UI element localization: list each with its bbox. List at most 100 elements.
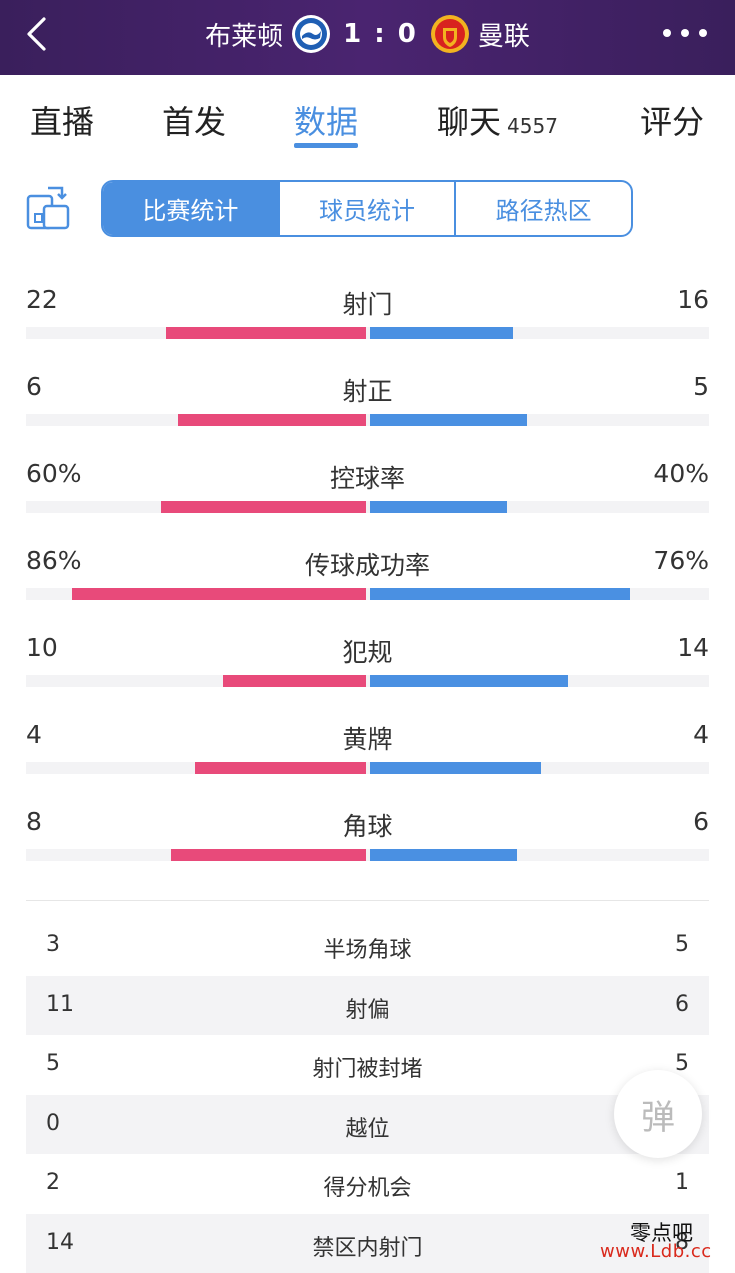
stat-away-value: 6 <box>693 807 709 836</box>
stat-home-value: 60% <box>26 459 82 488</box>
row-name: 得分机会 <box>323 1176 412 1201</box>
table-row: 2 得分机会 1 <box>26 1154 709 1213</box>
stat-track <box>26 675 709 687</box>
stat-track <box>26 762 709 774</box>
table-row: 14 禁区内射门 8 <box>26 1213 709 1273</box>
tab-label: 聊天 <box>437 103 502 141</box>
stats-segment-control: 比赛统计 球员统计 路径热区 <box>101 180 633 237</box>
row-name: 射门被封堵 <box>312 1057 423 1082</box>
stat-track <box>26 849 709 861</box>
row-name: 禁区内射门 <box>312 1235 423 1261</box>
stat-name: 犯规 <box>342 638 393 667</box>
stat-home-bar <box>194 762 366 774</box>
score: 1 : 0 <box>343 19 418 49</box>
main-tabs: 直播 首发 数据 聊天 4557 评分 <box>0 75 735 155</box>
back-chevron-icon[interactable] <box>22 16 52 52</box>
away-team-name: 曼联 <box>477 21 530 52</box>
row-away-value: 5 <box>675 932 689 957</box>
stat-away-value: 4 <box>693 720 709 749</box>
stat-away-bar <box>369 414 527 426</box>
stat-home-value: 22 <box>26 285 58 314</box>
stat-track <box>26 501 709 513</box>
watermark: 零点吧 www.Ldb.cc <box>598 1215 728 1265</box>
stat-home-bar <box>160 501 366 513</box>
row-home-value: 14 <box>46 1229 74 1255</box>
stat-home-value: 6 <box>26 372 42 401</box>
stat-name: 传球成功率 <box>304 551 430 580</box>
row-home-value: 3 <box>46 932 60 957</box>
table-row: 5 射门被封堵 5 <box>26 1035 709 1094</box>
stat-row: 10 犯规 14 <box>26 633 709 703</box>
row-away-value: 1 <box>675 1170 689 1195</box>
tab-data[interactable]: 数据 <box>294 97 358 143</box>
stat-track <box>26 327 709 339</box>
switch-side-icon[interactable] <box>26 184 72 232</box>
stat-row: 22 射门 16 <box>26 285 709 355</box>
tab-live[interactable]: 直播 <box>30 97 94 143</box>
chat-count: 4557 <box>507 114 558 138</box>
brighton-crest-icon <box>292 15 331 53</box>
stat-track <box>26 414 709 426</box>
match-title: 布莱顿 1 : 0 曼联 <box>0 12 735 56</box>
row-away-value: 8 <box>675 1229 689 1255</box>
stat-row: 60% 控球率 40% <box>26 459 709 529</box>
table-row: 3 半场角球 5 <box>26 916 709 975</box>
stat-away-bar <box>369 588 630 600</box>
tab-label: 数据 <box>294 103 359 141</box>
stat-name: 控球率 <box>329 464 405 493</box>
stat-home-value: 10 <box>26 633 58 662</box>
row-name: 越位 <box>345 1116 390 1142</box>
stat-row: 4 黄牌 4 <box>26 720 709 790</box>
segment-match-stats[interactable]: 比赛统计 <box>103 182 278 235</box>
stat-name: 射正 <box>342 377 393 406</box>
segment-heatmap[interactable]: 路径热区 <box>454 182 631 235</box>
row-home-value: 2 <box>46 1170 60 1195</box>
stat-home-bar <box>170 849 366 861</box>
stat-name: 射门 <box>342 290 393 319</box>
segment-player-stats[interactable]: 球员统计 <box>277 182 455 235</box>
tab-chat[interactable]: 聊天 4557 <box>437 97 558 143</box>
match-header: 布莱顿 1 : 0 曼联 <box>0 0 735 75</box>
row-home-value: 0 <box>46 1110 60 1136</box>
stat-row: 86% 传球成功率 76% <box>26 546 709 616</box>
stat-name: 角球 <box>342 812 393 841</box>
stat-home-bar <box>165 327 366 339</box>
stat-home-bar <box>222 675 366 687</box>
tab-label: 评分 <box>640 103 705 141</box>
stat-away-value: 40% <box>653 459 709 488</box>
row-name: 半场角球 <box>323 938 412 963</box>
stat-row: 6 射正 5 <box>26 372 709 442</box>
tab-label: 直播 <box>30 103 95 141</box>
stat-name: 黄牌 <box>342 725 393 754</box>
stat-away-bar <box>369 327 513 339</box>
stat-away-bar <box>369 762 541 774</box>
tab-rating[interactable]: 评分 <box>640 97 704 143</box>
table-row: 0 越位 <box>26 1094 709 1154</box>
row-name: 射偏 <box>345 997 390 1023</box>
stat-away-bar <box>369 675 568 687</box>
stat-row: 8 角球 6 <box>26 807 709 877</box>
stat-away-value: 16 <box>677 285 709 314</box>
row-away-value: 5 <box>675 1051 689 1076</box>
stat-home-bar <box>71 588 366 600</box>
watermark-line2: www.Ldb.cc <box>600 1241 712 1262</box>
stat-away-value: 5 <box>693 372 709 401</box>
manutd-crest-icon <box>430 15 469 53</box>
row-home-value: 11 <box>46 991 74 1017</box>
stat-home-value: 8 <box>26 807 42 836</box>
row-home-value: 5 <box>46 1051 60 1076</box>
stat-home-value: 4 <box>26 720 42 749</box>
more-dots-icon[interactable] <box>663 26 707 40</box>
stat-away-bar <box>369 849 517 861</box>
stat-away-value: 14 <box>677 633 709 662</box>
row-away-value: 6 <box>675 991 689 1017</box>
home-team-name: 布莱顿 <box>205 21 284 52</box>
section-divider <box>26 900 709 901</box>
tab-label: 首发 <box>162 103 227 141</box>
stat-away-bar <box>369 501 507 513</box>
danmu-button[interactable]: 弹 <box>614 1070 702 1158</box>
watermark-line1: 零点吧 <box>630 1221 693 1245</box>
tab-lineup[interactable]: 首发 <box>162 97 226 143</box>
table-row: 11 射偏 6 <box>26 975 709 1035</box>
stat-home-bar <box>177 414 366 426</box>
